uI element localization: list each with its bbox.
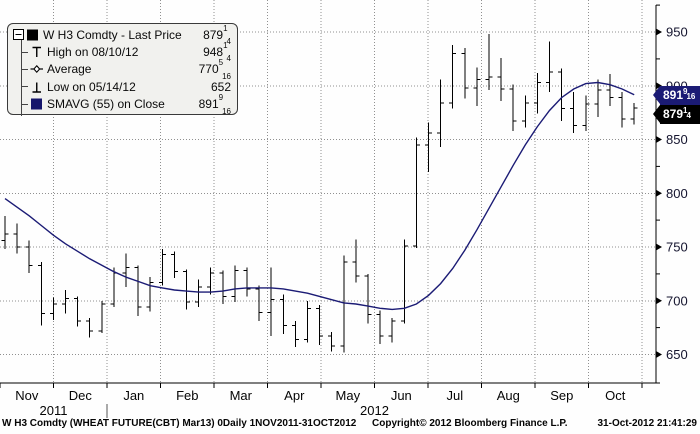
month-label: Oct [605,388,626,403]
sma-line [4,81,635,311]
month-label: Jun [391,388,412,403]
y-axis-label: 800 [666,186,688,201]
x-axis-ticks: Nov Dec Jan Feb Mar Apr May Jun Jul Aug Sep Oct 2011… [0,383,643,418]
low-marker-icon [32,82,41,93]
month-label: Nov [15,388,39,403]
chart-legend: W H3 Comdty - Last Price 87914 High on 08/… [7,23,238,116]
legend-item-value: 87914 [203,23,231,47]
legend-item-last-price[interactable]: W H3 Comdty - Last Price 87914 [8,23,231,47]
month-label: Jul [446,388,463,403]
year-label: 2012 [360,403,389,418]
legend-collapse-icon[interactable] [13,29,24,41]
y-axis-label: 650 [666,347,688,362]
legend-item-smavg[interactable]: SMAVG (55) on Close 891916 [8,93,231,116]
y-axis-label: 750 [666,240,688,255]
year-label: 2011 [40,403,68,418]
month-label: May [336,388,361,403]
legend-item-value: 891916 [198,93,231,116]
legend-item-high[interactable]: High on 08/10/12 94814 [8,41,231,64]
ohlc-bars [1,33,638,353]
legend-item-label: W H3 Comdty - Last Price [43,27,182,42]
legend-item-low[interactable]: Low on 05/14/12 652 [8,78,231,95]
month-label: Feb [176,388,198,403]
month-label: Aug [497,388,520,403]
month-label: Sep [550,388,573,403]
footer-copyright: Copyright© 2012 Bloomberg Finance L.P. [372,418,568,429]
month-label: Apr [284,388,305,403]
smavg-swatch-icon [31,98,42,110]
legend-item-label: Low on 05/14/12 [47,79,136,94]
legend-item-value: 652 [210,79,231,94]
average-marker-icon [30,65,43,74]
month-label: Dec [69,388,93,403]
legend-tree-stub [21,68,28,70]
legend-item-value: 94814 [203,41,231,64]
footer-security-description: W H3 Comdty (WHEAT FUTURE(CBT) Mar13) 0D… [2,418,357,429]
legend-tree-line [21,39,22,116]
legend-item-label: SMAVG (55) on Close [47,97,165,112]
y-axis-label: 700 [666,293,688,308]
month-label: Jan [123,388,144,403]
right-axis-ticks: 650700750800850900950 [656,4,688,362]
legend-tree-stub [21,103,28,105]
legend-item-label: Average [47,62,92,77]
legend-tree-stub [21,51,28,53]
legend-tree-stub [21,86,28,88]
footer-timestamp: 31-Oct-2012 21:41:29 [597,418,697,429]
smavg-price-callout: 891 9 16 [653,85,700,105]
legend-item-label: High on 08/10/12 [47,45,139,60]
y-axis-label: 850 [666,132,688,147]
legend-item-average[interactable]: Average 770516 [8,58,231,81]
legend-item-value: 770516 [198,58,231,81]
last-price-swatch-icon [27,29,38,41]
high-marker-icon [32,46,41,58]
y-axis-label: 950 [666,25,688,40]
month-label: Mar [230,388,253,403]
last-price-price-callout: 879 1 4 [653,104,700,124]
